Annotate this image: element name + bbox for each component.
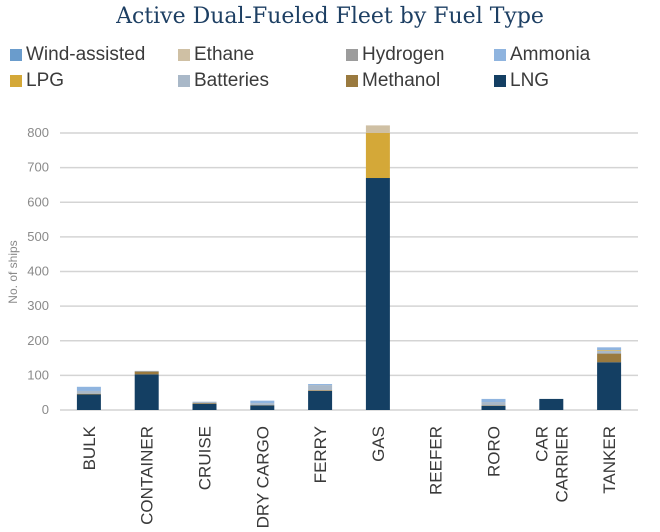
bar-segment-ethane [365, 125, 390, 133]
legend-label: Wind-assisted [26, 44, 146, 65]
legend-swatch [178, 49, 190, 61]
legend-item: Ethane [178, 44, 254, 66]
x-tick-label: FERRY [311, 426, 330, 483]
y-tick-label: 500 [27, 229, 49, 244]
bar-segment-ammonia [250, 400, 275, 404]
legend-item: LPG [10, 70, 64, 92]
bar-segment-lng [76, 394, 101, 410]
bar-segment-ammonia [308, 384, 333, 386]
bar-segment-methanol [192, 403, 217, 404]
y-tick-label: 100 [27, 367, 49, 382]
bar-segment-lng [539, 398, 564, 410]
bar-segment-lpg [597, 350, 622, 351]
legend-swatch [346, 75, 358, 87]
y-tick-label: 300 [27, 298, 49, 313]
bar-segment-methanol [76, 393, 101, 395]
x-tick-label: CAR [532, 426, 551, 462]
y-tick-label: 400 [27, 264, 49, 279]
legend-item: LNG [494, 70, 549, 92]
bar-segment-ammonia [76, 386, 101, 391]
legend: Wind-assisted Ethane Hydrogen Ammonia LPG Bat… [10, 44, 650, 100]
legend-swatch [178, 75, 190, 87]
legend-item: Batteries [178, 70, 269, 92]
bar-segment-lng [481, 405, 506, 410]
bar-segment-methanol [597, 353, 622, 363]
legend-item: Methanol [346, 70, 440, 92]
y-tick-label: 800 [27, 125, 49, 140]
x-tick-label: TANKER [600, 426, 619, 494]
legend-swatch [494, 49, 506, 61]
bar-segment-lng [192, 403, 217, 410]
bar-segment-batteries [481, 402, 506, 406]
bar-segment-lng [308, 390, 333, 410]
legend-swatch [10, 75, 22, 87]
x-tick-label: RORO [485, 426, 504, 477]
y-tick-label: 200 [27, 333, 49, 348]
bar-segment-batteries [76, 390, 101, 394]
y-axis-label: No. of ships [6, 240, 20, 303]
bar-segment-lpg [365, 133, 390, 179]
bar-segment-ammonia [597, 347, 622, 351]
bar-segment-ammonia [481, 398, 506, 403]
x-tick-label: CARRIER [552, 426, 571, 503]
bar-segment-lng [365, 178, 390, 410]
bar-segment-batteries [192, 401, 217, 404]
x-tick-label: CONTAINER [138, 426, 157, 525]
legend-label: LPG [26, 70, 65, 91]
bar-segment-batteries [134, 370, 159, 372]
legend-swatch [10, 49, 22, 61]
bar-segment-batteries [308, 385, 333, 391]
y-tick-label: 700 [27, 160, 49, 175]
x-tick-label: GAS [369, 426, 388, 462]
bar-segment-lng [250, 405, 275, 410]
bar-segment-batteries [597, 350, 622, 354]
legend-item: Ammonia [494, 44, 590, 66]
legend-item: Hydrogen [346, 44, 444, 66]
chart-title: Active Dual-Fueled Fleet by Fuel Type [116, 4, 544, 29]
legend-label: Methanol [362, 70, 441, 91]
legend-swatch [494, 75, 506, 87]
legend-swatch [346, 49, 358, 61]
x-tick-label: REEFER [427, 426, 446, 495]
x-tick-label: CRUISE [196, 426, 215, 490]
bar-segment-methanol [134, 371, 159, 375]
legend-label: LNG [510, 70, 550, 91]
bar-segment-lng [597, 362, 622, 410]
legend-label: Hydrogen [362, 44, 445, 65]
legend-label: Ammonia [510, 44, 591, 65]
bar-segment-lng [134, 374, 159, 410]
y-tick-label: 600 [27, 194, 49, 209]
legend-item: Wind-assisted [10, 44, 145, 66]
legend-label: Batteries [194, 70, 269, 91]
y-tick-label: 0 [42, 402, 49, 417]
legend-label: Ethane [194, 44, 255, 65]
bar-segment-batteries [250, 403, 275, 406]
bar-segment-methanol [308, 390, 333, 391]
x-tick-label: DRY CARGO [253, 426, 272, 528]
x-tick-label: BULK [80, 425, 99, 470]
